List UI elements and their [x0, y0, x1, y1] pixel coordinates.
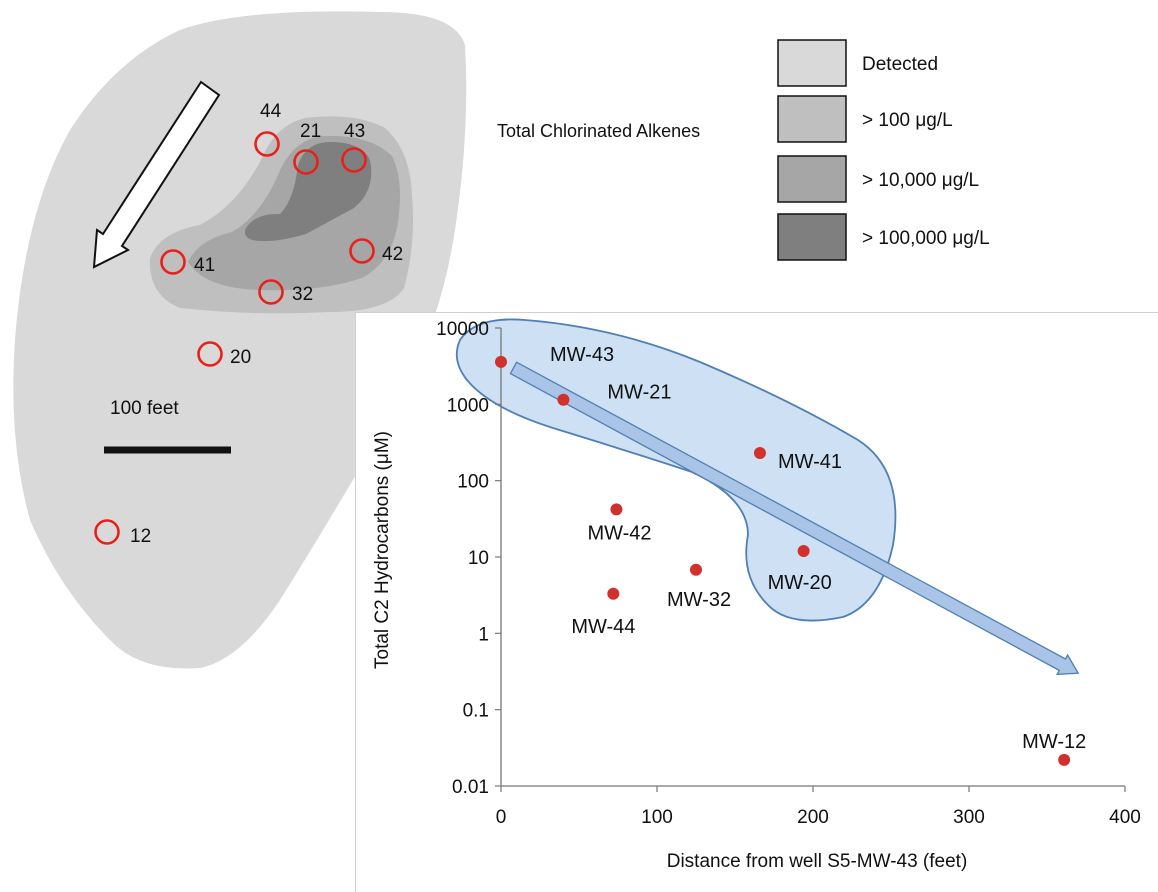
data-point-label-mw-41: MW-41	[778, 451, 842, 473]
data-point-mw-41	[753, 447, 766, 460]
legend-title: Total Chlorinated Alkenes	[497, 121, 700, 141]
well-label-43: 43	[344, 121, 365, 142]
data-point-mw-44	[607, 587, 620, 600]
data-point-label-mw-32: MW-32	[667, 589, 731, 611]
data-point-labels: MW-43 MW-21 MW-41 MW-42 MW-20 MW-32 MW-44 MW-12	[550, 344, 1086, 753]
well-marker-32	[258, 279, 284, 305]
well-label-32: 32	[292, 284, 313, 305]
data-point-label-mw-44: MW-44	[571, 616, 635, 638]
x-tick-label: 100	[641, 807, 673, 828]
well-marker-41	[160, 249, 186, 275]
y-tick-label: 10000	[436, 319, 489, 340]
data-points	[495, 355, 1071, 766]
y-tick-label: 0.01	[452, 777, 489, 798]
data-point-mw-43	[495, 355, 507, 368]
well-label-41: 41	[194, 255, 215, 276]
data-point-mw-32	[690, 563, 702, 576]
well-label-12: 12	[130, 526, 151, 547]
data-point-label-mw-42: MW-42	[587, 522, 651, 544]
site-map: 100 feet 44 21 43 41 42 32 20 12	[13, 11, 467, 669]
well-marker-20	[197, 341, 223, 367]
chart: 0 100 200 300 400 0.01 0.1 1 10 100 1000 10000 Dis…	[355, 312, 1158, 892]
well-label-21: 21	[300, 121, 321, 142]
legend-swatch-over-10000	[777, 155, 847, 203]
well-marker-44	[254, 131, 280, 157]
well-label-42: 42	[382, 244, 403, 265]
legend-label-over-100000: > 100,000 μg/L	[862, 228, 990, 249]
y-tick-label: 1000	[447, 395, 489, 416]
well-markers	[94, 131, 375, 545]
y-tick-label: 100	[457, 472, 489, 493]
y-axis: 0.01 0.1 1 10 100 1000 10000	[436, 319, 502, 798]
legend-swatch-detected	[777, 39, 847, 87]
x-axis-title: Distance from well S5-MW-43 (feet)	[667, 851, 968, 872]
data-point-mw-12	[1058, 753, 1071, 766]
well-marker-21	[293, 149, 319, 175]
y-tick-label: 1	[478, 624, 489, 645]
data-point-mw-21	[557, 393, 570, 406]
legend-swatch-over-100000	[777, 213, 847, 261]
well-labels: 44 21 43 41 42 32 20 12	[130, 101, 403, 547]
legend-label-detected: Detected	[862, 54, 938, 75]
data-point-label-mw-20: MW-20	[768, 572, 832, 594]
data-point-mw-20	[797, 544, 810, 557]
x-tick-label: 400	[1109, 807, 1141, 828]
x-tick-label: 200	[797, 807, 829, 828]
x-axis: 0 100 200 300 400	[496, 785, 1141, 828]
legend-label-over-100: > 100 μg/L	[862, 110, 953, 131]
well-marker-12	[94, 519, 120, 545]
well-label-20: 20	[230, 347, 251, 368]
well-marker-42	[349, 238, 375, 264]
x-tick-label: 300	[953, 807, 985, 828]
flow-direction-arrow	[92, 80, 221, 269]
y-tick-label: 0.1	[463, 701, 489, 722]
x-tick-label: 0	[496, 807, 507, 828]
y-tick-label: 10	[468, 548, 489, 569]
data-point-label-mw-43: MW-43	[550, 344, 614, 366]
legend: Total Chlorinated Alkenes Detected > 100…	[497, 39, 990, 261]
legend-swatch-over-100	[777, 95, 847, 143]
trend-arrow	[509, 361, 1080, 676]
data-point-label-mw-21: MW-21	[607, 382, 671, 404]
legend-label-over-10000: > 10,000 μg/L	[862, 170, 979, 191]
data-point-mw-42	[610, 503, 623, 516]
trend-arrow-shape	[509, 361, 1080, 676]
well-label-44: 44	[260, 101, 282, 122]
plume-over-100000	[244, 142, 372, 242]
scale-label: 100 feet	[110, 398, 179, 419]
well-marker-43	[341, 147, 367, 173]
data-point-label-mw-12: MW-12	[1022, 731, 1086, 753]
y-axis-title: Total C2 Hydrocarbons (μM)	[372, 431, 393, 669]
